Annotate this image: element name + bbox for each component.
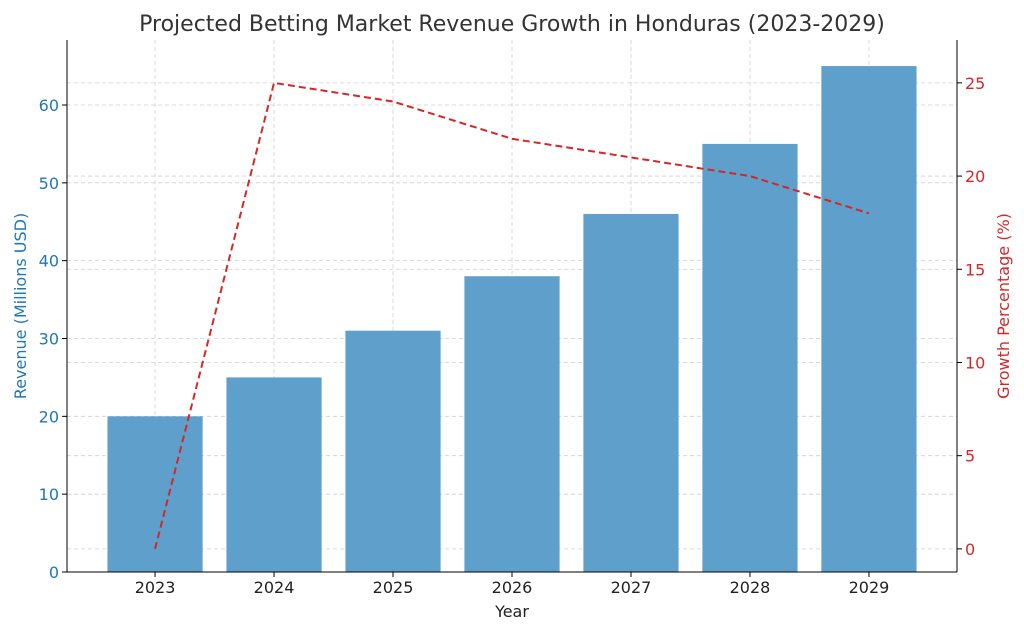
x-axis-label: Year (494, 602, 529, 621)
growth-line-path (154, 81, 870, 550)
x-tick-label: 2026 (492, 578, 533, 597)
bar-2027 (583, 213, 679, 572)
y-tick-label: 40 (39, 252, 59, 271)
bar-2026 (464, 276, 560, 572)
y2-tick-label: 20 (965, 167, 985, 186)
y2-tick-label: 10 (965, 353, 985, 372)
bars (107, 66, 917, 572)
y-tick-label: 30 (39, 329, 59, 348)
y-axis-label: Revenue (Millions USD) (11, 213, 30, 399)
y2-tick-label: 5 (965, 447, 975, 466)
y2-axis-label: Growth Percentage (%) (994, 213, 1013, 399)
y-tick-label: 10 (39, 485, 59, 504)
y-tick-label: 50 (39, 174, 59, 193)
bar-2025 (345, 330, 441, 572)
x-tick-label: 2027 (611, 578, 652, 597)
y-tick-label: 0 (49, 563, 59, 582)
x-tick-label: 2023 (135, 578, 176, 597)
x-tick-label: 2024 (254, 578, 295, 597)
y2-tick-label: 25 (965, 74, 985, 93)
x-tick-label: 2028 (730, 578, 771, 597)
x-tick-label: 2025 (373, 578, 414, 597)
bar-2029 (821, 66, 917, 572)
axes: 2023 2024 2025 2026 2027 2028 2029010203040506… (39, 40, 985, 597)
bar-2028 (702, 143, 798, 572)
bar-2024 (226, 377, 322, 572)
y-tick-label: 60 (39, 96, 59, 115)
y2-tick-label: 0 (965, 540, 975, 559)
y-tick-label: 20 (39, 407, 59, 426)
y2-tick-label: 15 (965, 260, 985, 279)
chart-title: Projected Betting Market Revenue Growth … (139, 12, 885, 37)
growth-line (154, 81, 870, 550)
x-tick-label: 2029 (849, 578, 890, 597)
